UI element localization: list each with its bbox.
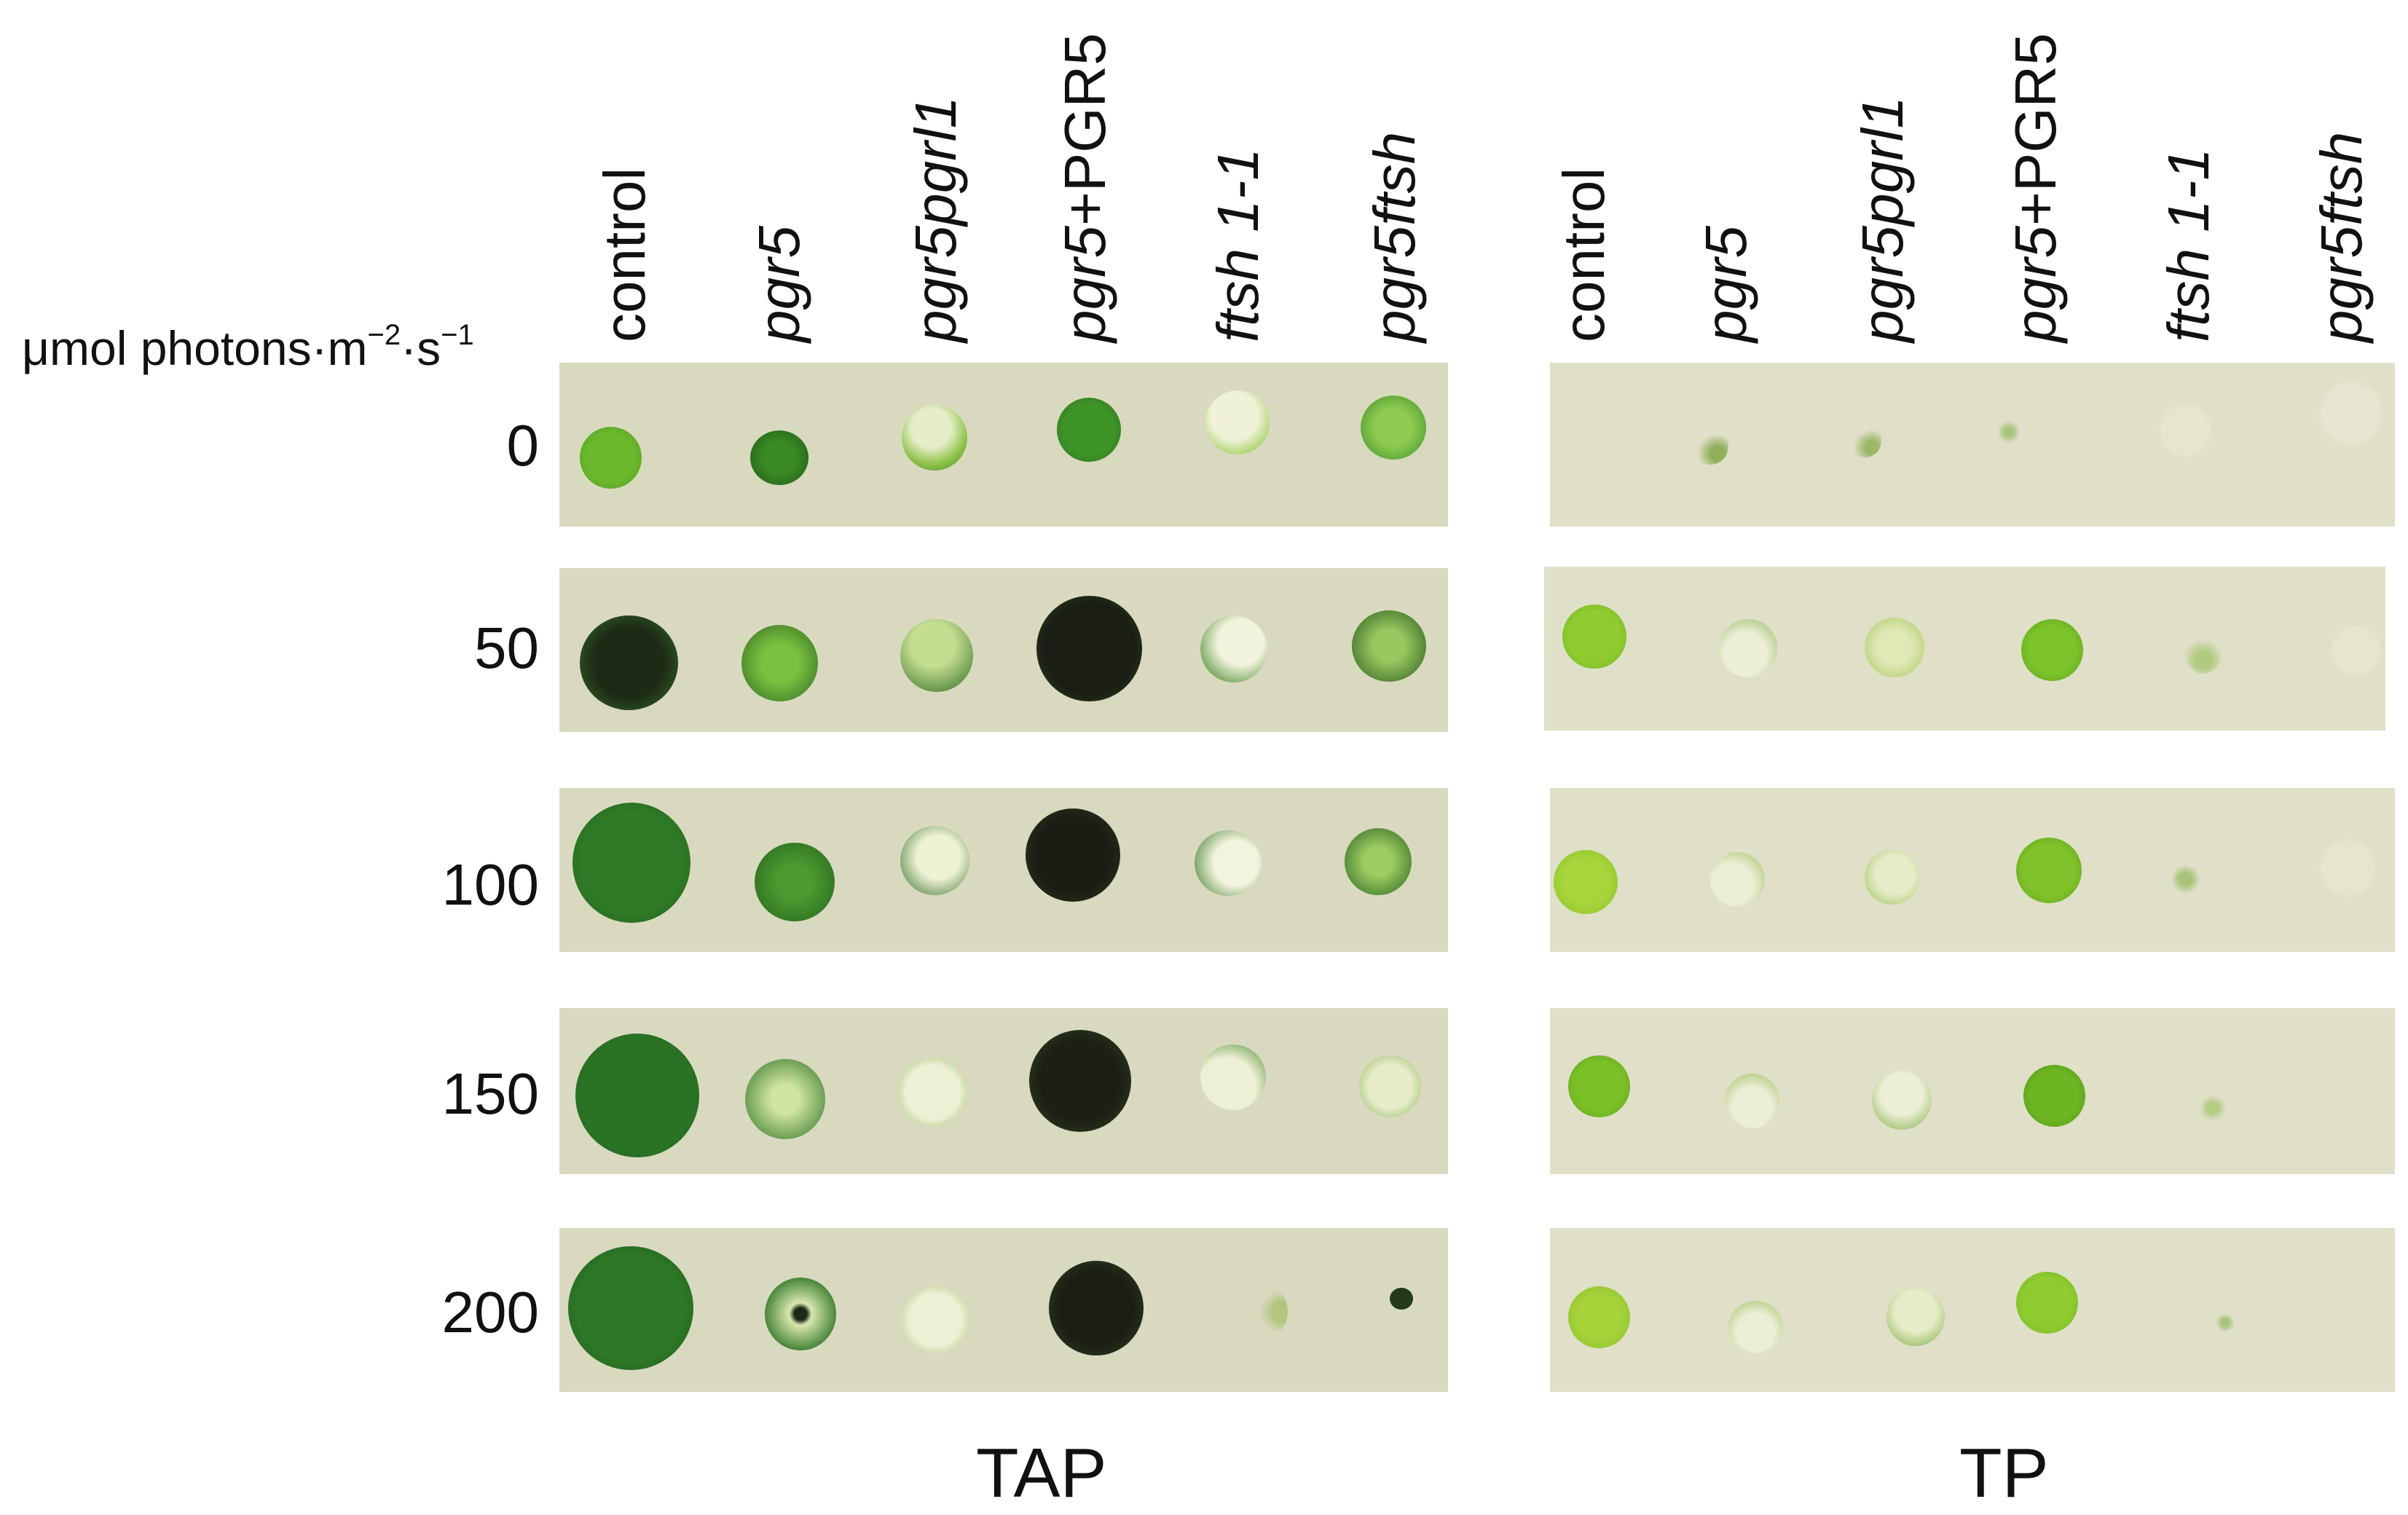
panel-label-tp: TP xyxy=(1959,1434,2049,1512)
colony-spot xyxy=(1057,398,1121,462)
tp-plate-row-50 xyxy=(1544,567,2385,731)
colony-spot xyxy=(900,619,973,692)
tp-plate-row-0 xyxy=(1550,363,2395,527)
colony-spot xyxy=(1195,830,1262,896)
row-label-150: 150 xyxy=(441,1061,539,1126)
colony-spot xyxy=(1865,850,1919,905)
colony-spot xyxy=(2021,619,2083,681)
colony-spot xyxy=(2185,634,2222,674)
colony-spot xyxy=(575,1034,699,1157)
colony-spot xyxy=(1562,605,1626,669)
colony-spot xyxy=(580,615,678,710)
tp-plate-row-100 xyxy=(1550,788,2395,952)
colony-spot xyxy=(750,430,808,485)
tap-column-label-pgr5-plus-PGR5: pgr5+PGR5 xyxy=(1052,33,1117,342)
tap-column-label-ftsh1-1: ftsh 1-1 xyxy=(1205,148,1270,342)
tap-column-label-pgr5ftsh: pgr5ftsh xyxy=(1362,131,1427,342)
colony-spot xyxy=(1728,1301,1783,1353)
colony-spot xyxy=(1725,1074,1779,1128)
colony-spot xyxy=(1390,1288,1413,1310)
tp-column-label-ftsh1-1: ftsh 1-1 xyxy=(2156,148,2221,342)
colony-spot xyxy=(1719,619,1777,677)
tap-column-label-control: control xyxy=(592,167,657,342)
light-intensity-units-label: μmol photons·m−2·s−1 xyxy=(22,319,474,375)
colony-spot xyxy=(1692,428,1728,465)
tp-column-label-pgr5-plus-PGR5: pgr5+PGR5 xyxy=(2003,33,2068,342)
colony-spot xyxy=(765,1278,836,1350)
colony-spot xyxy=(900,826,969,895)
colony-spot xyxy=(580,427,642,489)
colony-spot xyxy=(1026,808,1120,902)
colony-spot xyxy=(1359,1055,1421,1117)
colony-spot xyxy=(1865,618,1924,677)
colony-spot xyxy=(902,405,967,471)
colony-spot xyxy=(745,1059,825,1139)
colony-spot xyxy=(1886,1288,1945,1346)
colony-spot xyxy=(1049,1261,1144,1355)
tp-column-label-pgr5ftsh: pgr5ftsh xyxy=(2309,131,2374,342)
tap-plate-row-200 xyxy=(559,1228,1448,1392)
colony-spot xyxy=(1872,1070,1932,1130)
colony-spot xyxy=(902,1286,969,1353)
colony-spot xyxy=(2331,625,2382,676)
colony-spot xyxy=(573,803,690,923)
row-label-50: 50 xyxy=(474,615,539,680)
colony-spot xyxy=(1259,1290,1288,1334)
tap-plate-row-150 xyxy=(559,1008,1448,1174)
colony-spot xyxy=(1994,417,2023,446)
colony-spot xyxy=(568,1246,693,1370)
colony-spot xyxy=(1345,828,1412,895)
colony-spot xyxy=(2198,1092,2227,1125)
colony-spot xyxy=(741,625,818,701)
colony-spot xyxy=(1352,610,1426,682)
colony-spot xyxy=(1200,1044,1266,1110)
tap-plate-row-50 xyxy=(559,568,1448,732)
tp-column-label-pgr5: pgr5 xyxy=(1693,225,1758,342)
colony-spot xyxy=(2023,1065,2085,1127)
colony-spot xyxy=(1036,596,1142,701)
colony-spot xyxy=(1205,390,1270,454)
row-label-200: 200 xyxy=(441,1280,539,1345)
colony-spot xyxy=(1554,850,1618,914)
tap-plate-row-100 xyxy=(559,788,1448,952)
colony-spot xyxy=(1849,425,1881,457)
tap-column-label-pgr5pgrl1: pgr5pgrl1 xyxy=(903,95,968,342)
tap-column-label-pgr5: pgr5 xyxy=(747,225,811,342)
colony-spot xyxy=(1568,1055,1630,1117)
colony-spot xyxy=(755,843,835,921)
colony-spot xyxy=(1200,615,1267,682)
colony-spot xyxy=(1029,1030,1131,1132)
colony-spot xyxy=(1361,396,1426,460)
colony-spot xyxy=(2318,381,2384,446)
tp-plate-row-150 xyxy=(1550,1008,2395,1174)
colony-spot xyxy=(2016,1272,2078,1334)
colony-spot xyxy=(1568,1286,1630,1348)
row-label-100: 100 xyxy=(441,852,539,917)
colony-spot xyxy=(2214,1312,2236,1334)
panel-label-tap: TAP xyxy=(976,1434,1107,1512)
colony-spot xyxy=(898,1058,967,1127)
tp-column-label-pgr5pgrl1: pgr5pgrl1 xyxy=(1850,95,1915,342)
tp-plate-row-200 xyxy=(1550,1228,2395,1392)
colony-spot xyxy=(2158,403,2213,457)
colony-spot xyxy=(1710,852,1765,907)
colony-spot xyxy=(2169,861,2202,897)
tp-column-label-control: control xyxy=(1551,167,1616,342)
colony-spot xyxy=(2016,838,2082,903)
tap-plate-row-0 xyxy=(559,363,1448,527)
row-label-0: 0 xyxy=(506,413,540,478)
colony-spot xyxy=(2318,839,2377,897)
